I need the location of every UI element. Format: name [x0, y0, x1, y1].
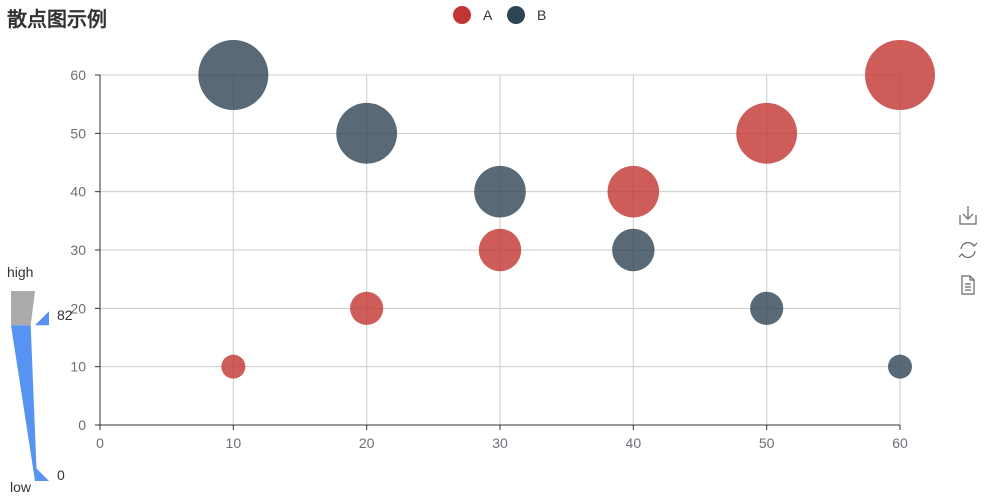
scatter-point-b[interactable]: [750, 291, 784, 325]
refresh-icon[interactable]: [958, 240, 978, 260]
toolbox: [958, 205, 978, 295]
visual-map-in-range: [11, 325, 37, 481]
chart-title: 散点图示例: [7, 7, 107, 31]
scatter-point-b[interactable]: [198, 40, 269, 110]
scatter-point-a[interactable]: [736, 102, 798, 164]
scatter-point-b[interactable]: [336, 102, 398, 164]
visual-map-handle-top-value: 82: [57, 307, 73, 323]
data-view-icon[interactable]: [958, 275, 978, 295]
y-tick-label: 30: [70, 242, 86, 258]
data-points: [198, 40, 935, 379]
x-tick-label: 0: [96, 435, 104, 451]
scatter-point-b[interactable]: [888, 354, 912, 379]
visual-map-handle-top[interactable]: [35, 311, 49, 326]
scatter-point-a[interactable]: [221, 354, 246, 379]
scatter-point-b[interactable]: [474, 165, 526, 218]
x-tick-label: 60: [892, 435, 908, 451]
legend-item-b[interactable]: B: [507, 6, 546, 24]
x-tick-label: 50: [759, 435, 775, 451]
y-tick-label: 50: [70, 125, 86, 141]
legend-label: A: [483, 7, 493, 23]
y-tick-label: 60: [70, 67, 86, 83]
y-tick-label: 0: [78, 417, 86, 433]
visual-map[interactable]: high low 82 0: [7, 264, 73, 495]
scatter-point-a[interactable]: [350, 291, 384, 325]
visual-map-handle-bottom-value: 0: [57, 467, 65, 483]
scatter-point-a[interactable]: [865, 40, 935, 110]
visual-map-low-label: low: [10, 479, 32, 495]
legend-label: B: [537, 7, 546, 23]
legend-marker: [453, 6, 471, 24]
legend-marker: [507, 6, 525, 24]
y-tick-label: 10: [70, 359, 86, 375]
scatter-point-a[interactable]: [478, 228, 522, 272]
scatter-point-a[interactable]: [607, 165, 660, 218]
scatter-point-b[interactable]: [612, 228, 655, 272]
axes: 0 10 20 30 40 50 60 0 10 20 30 40 50 60: [70, 67, 908, 451]
visual-map-handle-bottom[interactable]: [35, 467, 49, 481]
x-tick-label: 20: [359, 435, 375, 451]
y-tick-label: 20: [70, 300, 86, 316]
legend-item-a[interactable]: A: [453, 6, 493, 24]
x-tick-label: 40: [626, 435, 642, 451]
download-icon[interactable]: [958, 205, 978, 225]
visual-map-high-label: high: [7, 264, 33, 280]
x-tick-label: 10: [226, 435, 242, 451]
visual-map-out-of-range: [11, 291, 35, 326]
x-tick-label: 30: [492, 435, 508, 451]
y-tick-label: 40: [70, 184, 86, 200]
